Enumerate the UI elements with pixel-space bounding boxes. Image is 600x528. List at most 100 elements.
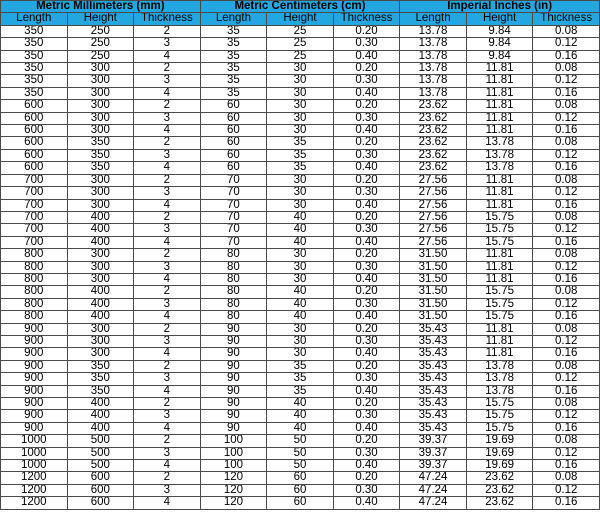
table-cell: 13.78 (465, 372, 534, 386)
table-cell: 0.30 (332, 37, 401, 51)
table-cell: 2 (133, 471, 201, 485)
group-header-in: Imperial Inches (in) (399, 0, 600, 14)
table-cell: 31.50 (399, 310, 467, 324)
column-header: Thickness (332, 12, 401, 26)
table-cell: 11.81 (465, 124, 534, 138)
table-cell: 23.62 (399, 161, 467, 175)
table-cell: 35.43 (399, 322, 467, 336)
table-cell: 300 (66, 111, 135, 126)
table-cell: 400 (66, 421, 135, 436)
table-cell: 350 (66, 136, 135, 150)
table-row: 900 350 4 90 35 0.40 35.43 13.78 0.16 (0, 384, 600, 399)
table-cell: 900 (0, 421, 68, 436)
table-cell: 250 (66, 24, 135, 39)
table-row: 700 400 4 70 40 0.40 27.56 15.75 0.16 (0, 235, 600, 250)
table-cell: 11.81 (465, 173, 534, 188)
table-cell: 400 (66, 285, 135, 299)
table-cell: 350 (66, 359, 135, 374)
table-cell: 35 (266, 148, 334, 163)
table-cell: 11.81 (465, 86, 534, 101)
table-cell: 120 (199, 483, 268, 498)
table-cell: 0.16 (532, 124, 600, 138)
column-header-row: Length Height Thickness Length Height Th… (0, 12, 600, 26)
table-cell: 4 (133, 161, 201, 175)
table-cell: 0.30 (332, 483, 401, 498)
table-cell: 3 (133, 483, 201, 498)
table-cell: 11.81 (465, 111, 534, 126)
table-cell: 400 (66, 223, 135, 237)
table-cell: 600 (66, 471, 135, 485)
column-header: Length (0, 12, 68, 26)
table-cell: 40 (266, 285, 334, 299)
table-cell: 0.16 (532, 272, 600, 287)
table-cell: 0.12 (532, 260, 600, 274)
table-cell: 350 (0, 86, 68, 101)
table-cell: 0.16 (532, 235, 600, 250)
table-cell: 13.78 (399, 86, 467, 101)
table-cell: 90 (199, 421, 268, 436)
table-cell: 400 (66, 396, 135, 411)
table-cell: 15.75 (465, 396, 534, 411)
table-cell: 27.56 (399, 173, 467, 188)
table-cell: 250 (66, 49, 135, 64)
table-cell: 27.56 (399, 198, 467, 212)
table-cell: 19.69 (465, 446, 534, 461)
table-cell: 350 (0, 74, 68, 88)
table-row: 700 400 3 70 40 0.30 27.56 15.75 0.12 (0, 223, 600, 237)
table-cell: 11.81 (465, 272, 534, 287)
table-cell: 0.20 (332, 173, 401, 188)
table-cell: 0.08 (532, 99, 600, 113)
table-cell: 40 (266, 421, 334, 436)
table-cell: 30 (266, 198, 334, 212)
table-cell: 19.69 (465, 459, 534, 473)
table-cell: 15.75 (465, 310, 534, 324)
table-cell: 40 (266, 297, 334, 312)
table-cell: 15.75 (465, 285, 534, 299)
table-cell: 35 (199, 37, 268, 51)
table-cell: 35 (266, 372, 334, 386)
table-cell: 300 (66, 186, 135, 200)
table-cell: 90 (199, 334, 268, 349)
table-cell: 27.56 (399, 223, 467, 237)
table-row: 900 400 2 90 40 0.20 35.43 15.75 0.08 (0, 396, 600, 411)
table-cell: 300 (66, 99, 135, 113)
table-cell: 27.56 (399, 186, 467, 200)
table-cell: 35.43 (399, 409, 467, 423)
table-cell: 3 (133, 260, 201, 274)
table-cell: 0.08 (532, 359, 600, 374)
table-cell: 900 (0, 372, 68, 386)
table-cell: 900 (0, 396, 68, 411)
table-cell: 35 (266, 136, 334, 150)
table-cell: 60 (199, 111, 268, 126)
table-cell: 13.78 (399, 49, 467, 64)
group-header-cm: Metric Centimeters (cm) (199, 0, 401, 14)
table-row: 1200 600 3 120 60 0.30 47.24 23.62 0.12 (0, 483, 600, 498)
table-cell: 350 (66, 161, 135, 175)
table-cell: 1000 (0, 459, 68, 473)
table-cell: 300 (66, 334, 135, 349)
table-cell: 400 (66, 210, 135, 225)
table-cell: 2 (133, 24, 201, 39)
table-cell: 35.43 (399, 421, 467, 436)
table-cell: 1200 (0, 496, 68, 510)
table-cell: 0.20 (332, 471, 401, 485)
table-cell: 600 (0, 136, 68, 150)
table-cell: 23.62 (399, 136, 467, 150)
table-cell: 39.37 (399, 434, 467, 448)
table-cell: 500 (66, 434, 135, 448)
table-cell: 600 (66, 496, 135, 510)
table-cell: 90 (199, 347, 268, 361)
table-cell: 300 (66, 248, 135, 262)
table-cell: 30 (266, 347, 334, 361)
table-cell: 9.84 (465, 24, 534, 39)
table-row: 700 300 4 70 30 0.40 27.56 11.81 0.16 (0, 198, 600, 212)
table-cell: 11.81 (465, 74, 534, 88)
table-cell: 4 (133, 310, 201, 324)
table-cell: 30 (266, 260, 334, 274)
table-row: 800 300 2 80 30 0.20 31.50 11.81 0.08 (0, 248, 600, 262)
table-cell: 30 (266, 322, 334, 336)
table-cell: 0.30 (332, 297, 401, 312)
table-cell: 2 (133, 248, 201, 262)
table-cell: 350 (66, 384, 135, 399)
table-cell: 700 (0, 173, 68, 188)
